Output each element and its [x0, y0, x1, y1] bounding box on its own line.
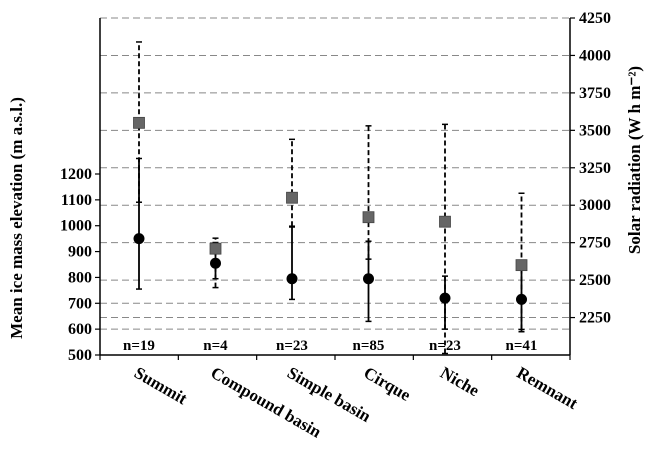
data-point-elevation	[516, 293, 527, 305]
category-label: Remnant	[514, 363, 582, 413]
right-tick-label: 2500	[579, 272, 611, 289]
data-point-radiation	[133, 116, 145, 129]
data-point-elevation	[363, 273, 374, 285]
n-label: n=19	[123, 338, 155, 354]
right-tick-label: 2750	[579, 235, 611, 252]
right-tick-label: 4000	[579, 47, 611, 64]
right-tick-label: 4250	[579, 10, 611, 27]
data-point-elevation	[439, 292, 451, 304]
data-point-radiation	[515, 259, 528, 272]
n-label: n=85	[353, 338, 385, 354]
data-point-radiation	[286, 191, 298, 204]
data-point-elevation	[133, 233, 145, 245]
n-label: n=4	[203, 338, 228, 354]
left-tick-label: 500	[68, 347, 92, 364]
right-tick-label: 3250	[579, 160, 611, 177]
data-point-radiation	[362, 211, 375, 224]
left-tick-label: 600	[68, 321, 92, 338]
left-tick-label: 800	[68, 269, 92, 286]
data-point-radiation	[209, 242, 222, 255]
n-label: n=23	[276, 338, 308, 354]
left-tick-label: 1100	[61, 192, 92, 209]
left-tick-label: 1200	[60, 166, 92, 183]
data-point-radiation	[439, 215, 451, 228]
axes: 500 600 700 800 900 1000 1100 1200 2250 2500 2750 3…	[60, 10, 611, 364]
left-tick-label: 700	[68, 295, 92, 312]
left-tick-label: 1000	[60, 218, 92, 235]
right-tick-label: 2250	[579, 310, 611, 327]
right-axis-title: Solar radiation (W h m⁻²)	[625, 66, 644, 254]
data-point-elevation	[286, 273, 298, 285]
category-label: Summit	[131, 363, 191, 408]
left-axis-title: Mean ice mass elevation (m a.s.l.)	[7, 97, 26, 339]
n-label: n=41	[506, 338, 538, 354]
gridlines	[100, 17, 570, 330]
category-label: Cirque	[361, 363, 415, 405]
right-tick-label: 3000	[579, 197, 611, 214]
n-label: n=23	[429, 338, 461, 354]
right-tick-label: 3500	[579, 122, 611, 139]
data-series	[133, 41, 528, 355]
category-label: Niche	[437, 363, 483, 400]
left-tick-label: 900	[68, 244, 92, 261]
right-tick-label: 3750	[579, 85, 611, 102]
